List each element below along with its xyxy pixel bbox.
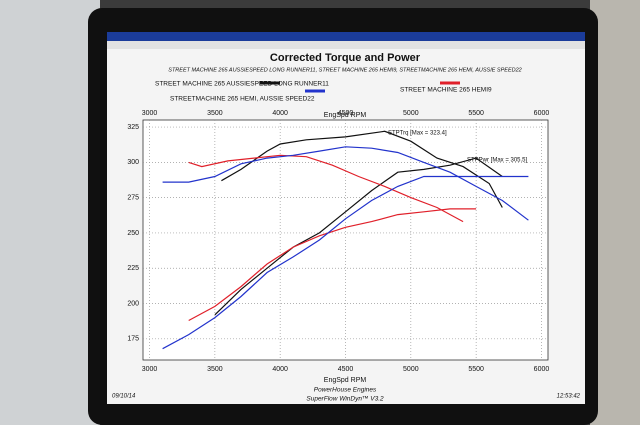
x-axis-label-top: EngSpd RPM [324,112,367,119]
chart-subtitle: STREET MACHINE 265 AUSSIESPEED LONG RUNN… [168,67,521,73]
x-tick-label: 3500 [207,366,223,373]
y-tick-label: 175 [127,336,139,343]
annotation: STPPwr [Max = 305.5] [467,158,528,164]
x-tick-label-top: 3500 [207,110,223,117]
x-axis-label: EngSpd RPM [324,377,367,384]
y-tick-label: 275 [127,194,139,201]
x-tick-label: 3000 [142,366,158,373]
x-tick-label: 4500 [338,366,354,373]
x-tick-label: 6000 [534,366,550,373]
torque-line [162,146,529,221]
menu-bar [107,41,585,49]
x-tick-label-top: 5000 [403,110,419,117]
legend-swatch [305,89,325,93]
x-tick-label-top: 3000 [142,110,158,117]
x-tick-label-top: 4500 [338,110,354,117]
footer: SuperFlow WinDyn™ V3.2 [306,396,384,403]
window-titlebar [107,32,585,41]
legend-label: STREET MACHINE 265 AUSSIESPEED LONG RUNN… [155,81,329,88]
x-tick-label: 5500 [468,366,484,373]
torque-line [188,154,464,223]
x-tick-label-top: 6000 [534,110,550,117]
x-tick-label: 5000 [403,366,419,373]
power-line [214,157,503,316]
y-tick-label: 325 [127,124,139,131]
wall [0,0,100,425]
power-line [162,175,529,350]
legend-swatch [440,81,460,85]
chart-title: Corrected Torque and Power [270,52,421,64]
annotation: STPTrq [Max = 323.4] [388,131,447,137]
legend-label: STREETMACHINE 265 HEMI, AUSSIE SPEED22 [170,96,315,103]
y-tick-label: 225 [127,265,139,272]
y-tick-label: 250 [127,230,139,237]
x-tick-label: 4000 [272,366,288,373]
y-tick-label: 200 [127,300,139,307]
x-tick-label-top: 4000 [272,110,288,117]
y-tick-label: 300 [127,159,139,166]
power-line [188,208,477,322]
x-tick-label-top: 5500 [468,110,484,117]
wall [590,0,640,425]
date: 09/10/14 [112,394,136,400]
footer: PowerHouse Engines [314,387,377,394]
legend-label: STREET MACHINE 265 HEMI9 [400,87,492,94]
legend-swatch [260,81,280,85]
time: 12:53:42 [557,394,581,400]
torque-line [221,130,503,208]
